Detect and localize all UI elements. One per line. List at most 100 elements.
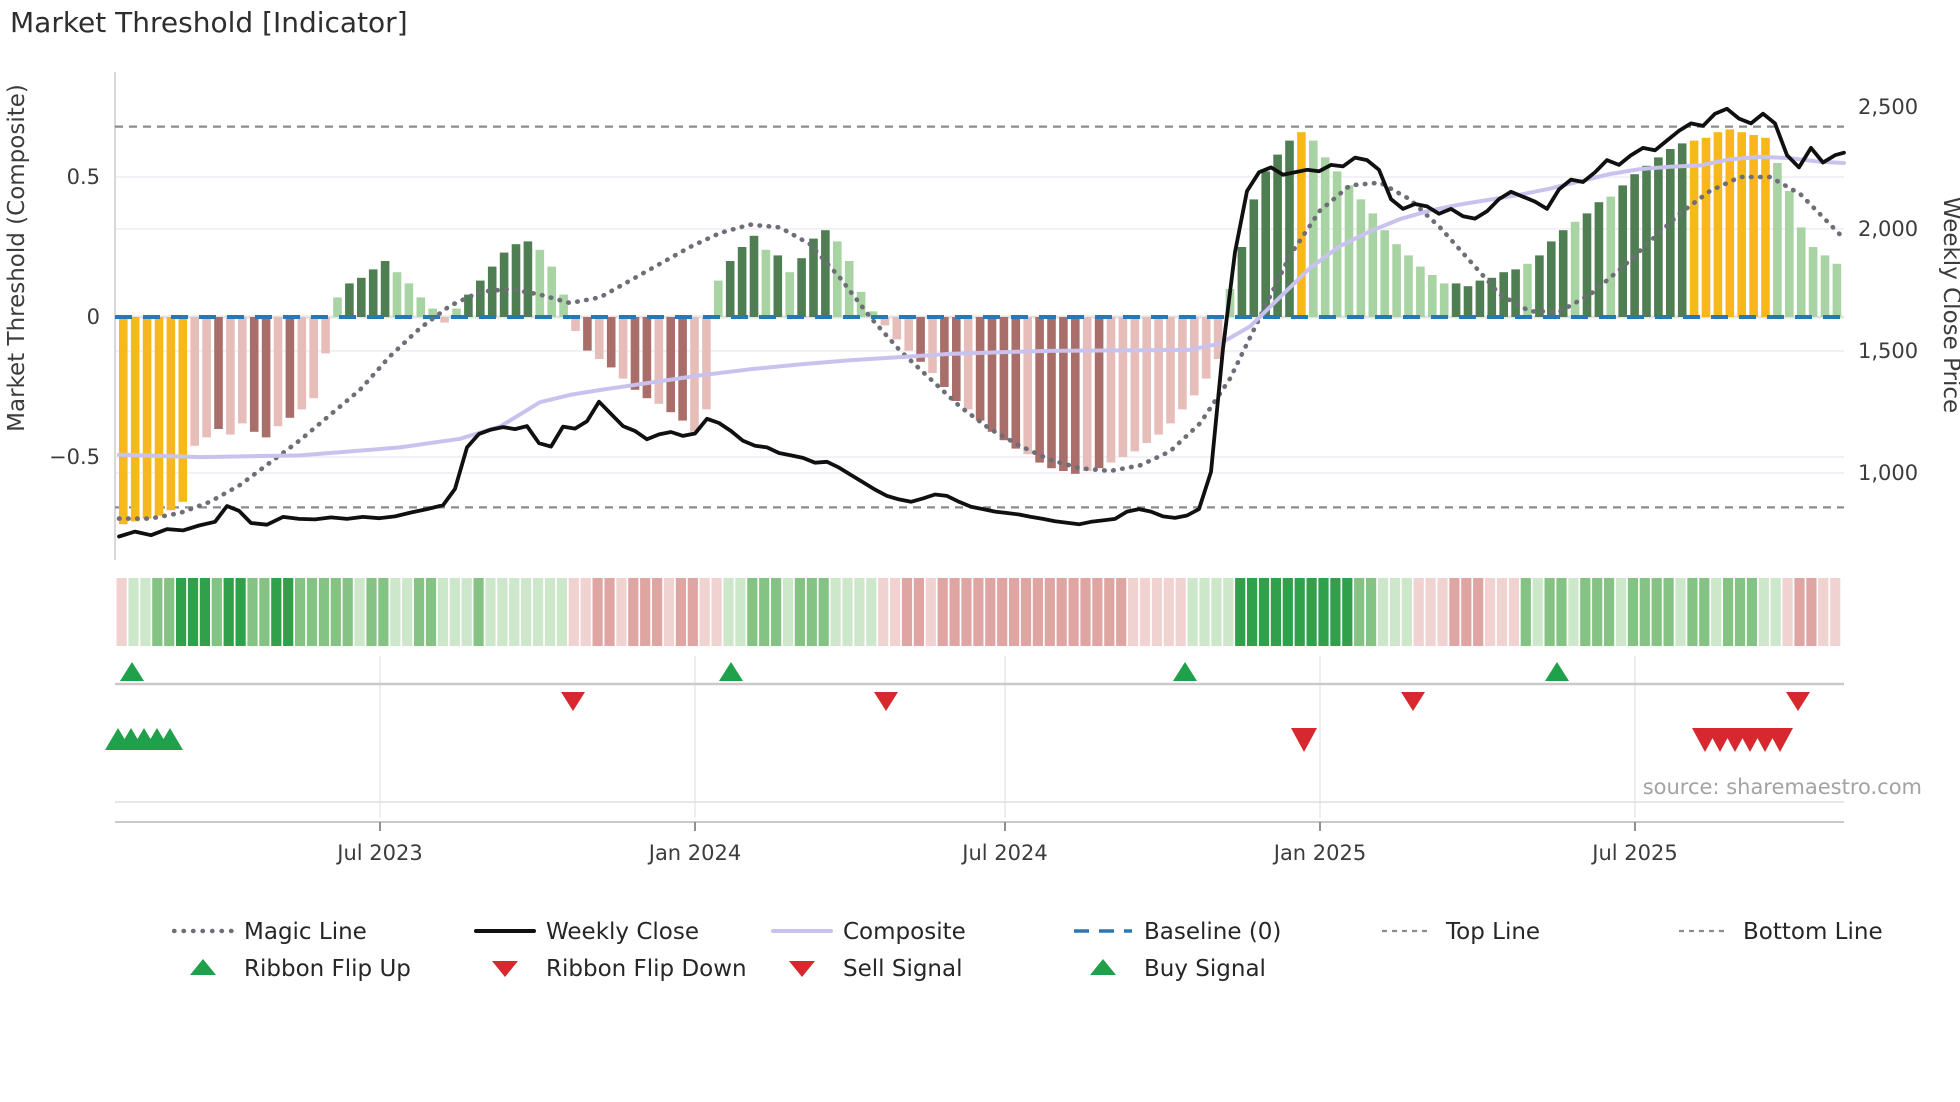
ribbon-stripe: [747, 578, 758, 646]
legend-item-label: Top Line: [1446, 919, 1541, 945]
ribbon-stripe: [1163, 578, 1174, 646]
ribbon-stripe: [1675, 578, 1686, 646]
composite-bar: [1106, 317, 1116, 463]
ribbon-stripe: [390, 578, 401, 646]
composite-bar: [606, 317, 616, 368]
composite-bar: [1677, 143, 1687, 317]
composite-bar: [773, 255, 783, 317]
composite-bar: [1237, 247, 1247, 317]
composite-bar: [714, 280, 723, 317]
composite-bar: [1190, 317, 1199, 396]
composite-bar: [1320, 157, 1330, 317]
ribbon-stripe: [580, 578, 591, 646]
composite-bar: [1178, 317, 1187, 410]
composite-bar: [297, 317, 307, 410]
legend-swatch-dashed-blue: [1072, 918, 1134, 948]
ribbon-stripe: [937, 578, 948, 646]
signal-markers: [105, 656, 1844, 818]
composite-bar: [487, 266, 497, 317]
composite-bar: [1059, 317, 1068, 471]
composite-bar: [226, 317, 235, 435]
composite-bar: [618, 317, 628, 379]
ribbon-stripe: [652, 578, 663, 646]
composite-bar: [1154, 317, 1163, 435]
composite-bar: [1249, 199, 1259, 317]
ribbon-stripe: [985, 578, 996, 646]
composite-bar: [571, 317, 580, 331]
ribbon-stripe: [1544, 578, 1555, 646]
ribbon-stripe: [901, 578, 913, 646]
ribbon-stripe: [1437, 578, 1448, 646]
ribbon-stripe: [1508, 578, 1519, 646]
composite-bar: [1368, 213, 1378, 317]
ribbon-stripe: [366, 578, 377, 646]
composite-bar: [1011, 317, 1021, 449]
ribbon-stripe: [1092, 578, 1103, 646]
ribbon-stripe: [1044, 578, 1055, 646]
composite-bar: [1511, 269, 1520, 317]
ribbon-stripe: [1734, 578, 1746, 646]
ribbon-stripe: [628, 578, 639, 646]
composite-bar: [368, 269, 378, 317]
ribbon-stripe: [782, 578, 794, 646]
legend-swatch-dashed-gray: [1374, 918, 1436, 948]
ribbon-stripe: [116, 578, 127, 646]
right-tick-label: 1,000: [1858, 461, 1918, 485]
ribbon-stripe: [913, 578, 924, 646]
legend-item-label: Ribbon Flip Up: [244, 956, 411, 982]
composite-bar: [238, 317, 247, 424]
ribbon-stripe: [306, 578, 318, 646]
composite-bar: [1606, 196, 1616, 317]
composite-bar: [1761, 137, 1770, 317]
ribbon-stripe: [437, 578, 448, 646]
legend-item-label: Weekly Close: [546, 919, 699, 945]
composite-bar: [1642, 165, 1651, 317]
composite-bar: [809, 238, 818, 317]
ribbon-stripe: [663, 578, 675, 646]
ribbon-stripe: [1604, 578, 1615, 646]
composite-bar: [1499, 272, 1508, 317]
composite-bar: [1213, 317, 1223, 359]
composite-bar: [190, 317, 199, 446]
ribbon-strip: [116, 578, 1841, 646]
composite-bar: [1725, 129, 1735, 317]
ribbon-stripe: [925, 578, 936, 646]
chart-legend: Magic Line Weekly Close Composite Baseline …: [0, 900, 1960, 1020]
composite-bar: [1130, 317, 1140, 452]
composite-bar: [476, 280, 485, 317]
composite-bar: [309, 317, 318, 399]
page-title: Market Threshold [Indicator]: [10, 6, 408, 39]
composite-bar: [214, 317, 223, 429]
magic-line: [116, 174, 1847, 521]
composite-bar: [1785, 191, 1794, 317]
ribbon-stripe: [533, 578, 544, 646]
composite-bar: [749, 235, 759, 317]
composite-bar: [1558, 230, 1568, 317]
ribbon-stripe: [1615, 578, 1627, 646]
legend-swatch-solid-black: [474, 918, 536, 948]
ribbon-stripe: [1306, 578, 1317, 646]
legend-swatch-tri-up-green: [172, 955, 234, 985]
composite-bar: [142, 317, 152, 519]
ribbon-stripe: [164, 578, 175, 646]
ribbon-stripe: [1556, 578, 1567, 646]
composite-bar: [1594, 202, 1604, 317]
right-tick-label: 2,500: [1858, 95, 1918, 119]
ribbon-stripe: [961, 578, 972, 646]
right-tick-label: 2,000: [1858, 217, 1918, 241]
composite-bar: [1404, 255, 1413, 317]
ribbon-stripe: [128, 578, 139, 646]
composite-bar: [1356, 199, 1366, 317]
composite-bar: [1487, 277, 1497, 317]
ribbon-stripe: [1342, 578, 1353, 646]
composite-bar: [999, 317, 1009, 441]
composite-bar: [1285, 140, 1294, 317]
composite-bar: [1808, 247, 1818, 317]
ribbon-stripe: [1806, 578, 1817, 646]
ribbon-stripe: [1258, 578, 1270, 646]
ribbon-stripe: [485, 578, 496, 646]
ribbon-stripe: [1818, 578, 1829, 646]
composite-bar: [868, 311, 878, 317]
composite-bar: [833, 241, 842, 317]
composite-bar: [904, 317, 913, 351]
